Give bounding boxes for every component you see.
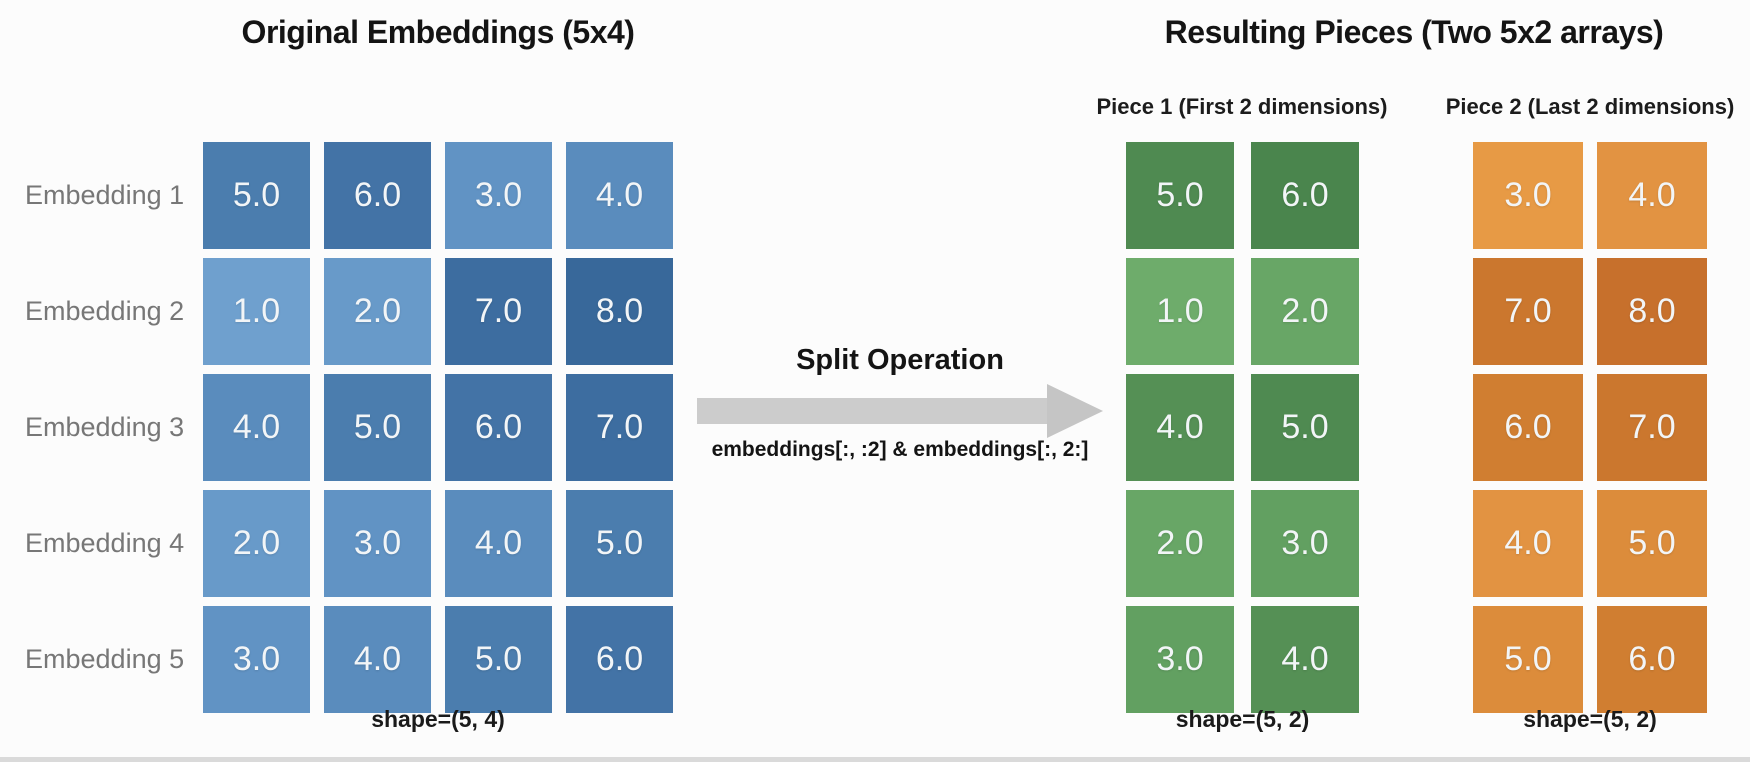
matrix-cell: 7.0 bbox=[566, 374, 673, 481]
matrix-row: Embedding 5 3.0 4.0 5.0 6.0 bbox=[25, 606, 673, 713]
piece2-shape-label: shape=(5, 2) bbox=[1523, 706, 1657, 732]
matrix-cell: 1.0 bbox=[1126, 258, 1234, 365]
matrix-cell: 7.0 bbox=[1473, 258, 1583, 365]
bottom-edge-strip bbox=[0, 757, 1750, 762]
arrow-head-icon bbox=[1047, 384, 1103, 438]
matrix-cell: 4.0 bbox=[445, 490, 552, 597]
matrix-cell: 8.0 bbox=[566, 258, 673, 365]
matrix-row: 6.0 7.0 bbox=[1473, 374, 1707, 481]
matrix-row: 4.0 5.0 bbox=[1126, 374, 1359, 481]
matrix-cell: 5.0 bbox=[324, 374, 431, 481]
matrix-cell: 4.0 bbox=[1473, 490, 1583, 597]
matrix-cell: 3.0 bbox=[1473, 142, 1583, 249]
matrix-cell: 1.0 bbox=[203, 258, 310, 365]
matrix-cell: 5.0 bbox=[566, 490, 673, 597]
matrix-cell: 6.0 bbox=[1597, 606, 1707, 713]
matrix-cell: 6.0 bbox=[566, 606, 673, 713]
arrow-shaft bbox=[697, 398, 1047, 424]
row-label: Embedding 4 bbox=[25, 527, 185, 558]
matrix-cell: 5.0 bbox=[445, 606, 552, 713]
matrix-cell: 4.0 bbox=[566, 142, 673, 249]
matrix-cell: 6.0 bbox=[1473, 374, 1583, 481]
matrix-cell: 4.0 bbox=[203, 374, 310, 481]
original-embeddings-title: Original Embeddings (5x4) bbox=[241, 14, 635, 50]
row-label: Embedding 1 bbox=[25, 179, 185, 210]
matrix-cell: 5.0 bbox=[203, 142, 310, 249]
matrix-cell: 2.0 bbox=[1126, 490, 1234, 597]
matrix-cell: 4.0 bbox=[1251, 606, 1359, 713]
piece1-shape-label: shape=(5, 2) bbox=[1175, 706, 1310, 732]
split-code-caption: embeddings[:, :2] & embeddings[:, 2:] bbox=[711, 438, 1089, 461]
matrix-row: 4.0 5.0 bbox=[1473, 490, 1707, 597]
matrix-row: Embedding 4 2.0 3.0 4.0 5.0 bbox=[25, 490, 673, 597]
matrix-cell: 3.0 bbox=[203, 606, 310, 713]
piece1-subtitle: Piece 1 (First 2 dimensions) bbox=[1096, 94, 1388, 119]
matrix-cell: 4.0 bbox=[1126, 374, 1234, 481]
matrix-cell: 4.0 bbox=[324, 606, 431, 713]
matrix-cell: 3.0 bbox=[1251, 490, 1359, 597]
matrix-cell: 8.0 bbox=[1597, 258, 1707, 365]
matrix-cell: 5.0 bbox=[1251, 374, 1359, 481]
row-label: Embedding 2 bbox=[25, 295, 185, 326]
matrix-row: 5.0 6.0 bbox=[1126, 142, 1359, 249]
resulting-pieces-title: Resulting Pieces (Two 5x2 arrays) bbox=[1164, 14, 1664, 50]
row-label: Embedding 3 bbox=[25, 411, 185, 442]
matrix-row: 7.0 8.0 bbox=[1473, 258, 1707, 365]
matrix-row: 2.0 3.0 bbox=[1126, 490, 1359, 597]
matrix-cell: 3.0 bbox=[445, 142, 552, 249]
matrix-cell: 3.0 bbox=[324, 490, 431, 597]
matrix-cell: 4.0 bbox=[1597, 142, 1707, 249]
original-shape-label: shape=(5, 4) bbox=[371, 706, 505, 732]
matrix-cell: 3.0 bbox=[1126, 606, 1234, 713]
original-embeddings-matrix: Embedding 1 5.0 6.0 3.0 4.0 Embedding 2 1.0 2.0… bbox=[25, 142, 673, 722]
matrix-row: 3.0 4.0 bbox=[1473, 142, 1707, 249]
piece2-matrix: 3.0 4.0 7.0 8.0 6.0 7.0 4.0 5.0 5.0 6.0 bbox=[1473, 142, 1707, 722]
matrix-cell: 2.0 bbox=[1251, 258, 1359, 365]
matrix-row: Embedding 1 5.0 6.0 3.0 4.0 bbox=[25, 142, 673, 249]
matrix-cell: 5.0 bbox=[1126, 142, 1234, 249]
piece1-matrix: 5.0 6.0 1.0 2.0 4.0 5.0 2.0 3.0 3.0 4.0 bbox=[1126, 142, 1359, 722]
row-label: Embedding 5 bbox=[25, 643, 185, 674]
matrix-row: 5.0 6.0 bbox=[1473, 606, 1707, 713]
matrix-cell: 7.0 bbox=[1597, 374, 1707, 481]
matrix-cell: 5.0 bbox=[1597, 490, 1707, 597]
piece2-subtitle: Piece 2 (Last 2 dimensions) bbox=[1445, 94, 1735, 119]
matrix-cell: 2.0 bbox=[203, 490, 310, 597]
matrix-row: 3.0 4.0 bbox=[1126, 606, 1359, 713]
matrix-row: Embedding 3 4.0 5.0 6.0 7.0 bbox=[25, 374, 673, 481]
matrix-cell: 2.0 bbox=[324, 258, 431, 365]
split-operation-label: Split Operation bbox=[796, 344, 1004, 376]
matrix-cell: 5.0 bbox=[1473, 606, 1583, 713]
matrix-row: 1.0 2.0 bbox=[1126, 258, 1359, 365]
matrix-cell: 6.0 bbox=[324, 142, 431, 249]
matrix-cell: 6.0 bbox=[445, 374, 552, 481]
split-arrow bbox=[697, 384, 1103, 438]
matrix-row: Embedding 2 1.0 2.0 7.0 8.0 bbox=[25, 258, 673, 365]
matrix-cell: 7.0 bbox=[445, 258, 552, 365]
matrix-cell: 6.0 bbox=[1251, 142, 1359, 249]
